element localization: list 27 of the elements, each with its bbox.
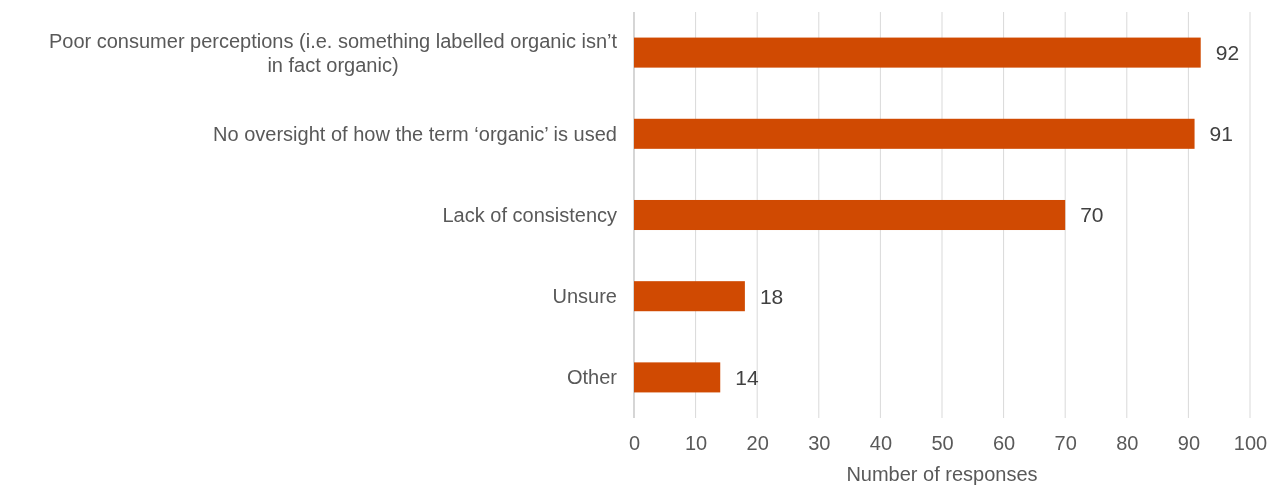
bar xyxy=(634,362,721,393)
data-label: 91 xyxy=(1209,122,1233,146)
x-tick-label: 50 xyxy=(931,432,954,455)
data-label: 92 xyxy=(1215,40,1240,64)
y-tick-label: Other xyxy=(566,366,618,389)
data-label: 14 xyxy=(735,365,759,389)
x-tick-label: 30 xyxy=(808,432,831,455)
x-tick-label: 40 xyxy=(869,432,893,455)
x-tick-label: 60 xyxy=(992,432,1016,455)
bar xyxy=(634,281,745,312)
x-tick-label: 10 xyxy=(684,432,708,455)
data-label: 18 xyxy=(759,284,784,308)
bar xyxy=(634,118,1195,149)
y-tick-label: Unsure xyxy=(552,285,617,308)
x-tick-label: 80 xyxy=(1116,432,1139,455)
data-label: 70 xyxy=(1080,203,1104,227)
x-tick-label: 20 xyxy=(746,432,769,455)
bar xyxy=(634,37,1201,68)
y-tick-label: Poor consumer perceptions (i.e. something labelled organic isn’t in fact organic) xyxy=(48,29,618,76)
x-tick-label: 100 xyxy=(1233,432,1268,455)
y-tick-label: Lack of consistency xyxy=(442,204,617,226)
x-tick-label: 70 xyxy=(1054,432,1077,455)
x-axis-title: Number of responses xyxy=(846,463,1038,485)
x-tick-label: 0 xyxy=(628,432,641,455)
x-tick-label: 90 xyxy=(1177,432,1201,455)
bar xyxy=(634,199,1066,231)
y-tick-label: No oversight of how the term ‘organic’ is used xyxy=(213,122,617,145)
